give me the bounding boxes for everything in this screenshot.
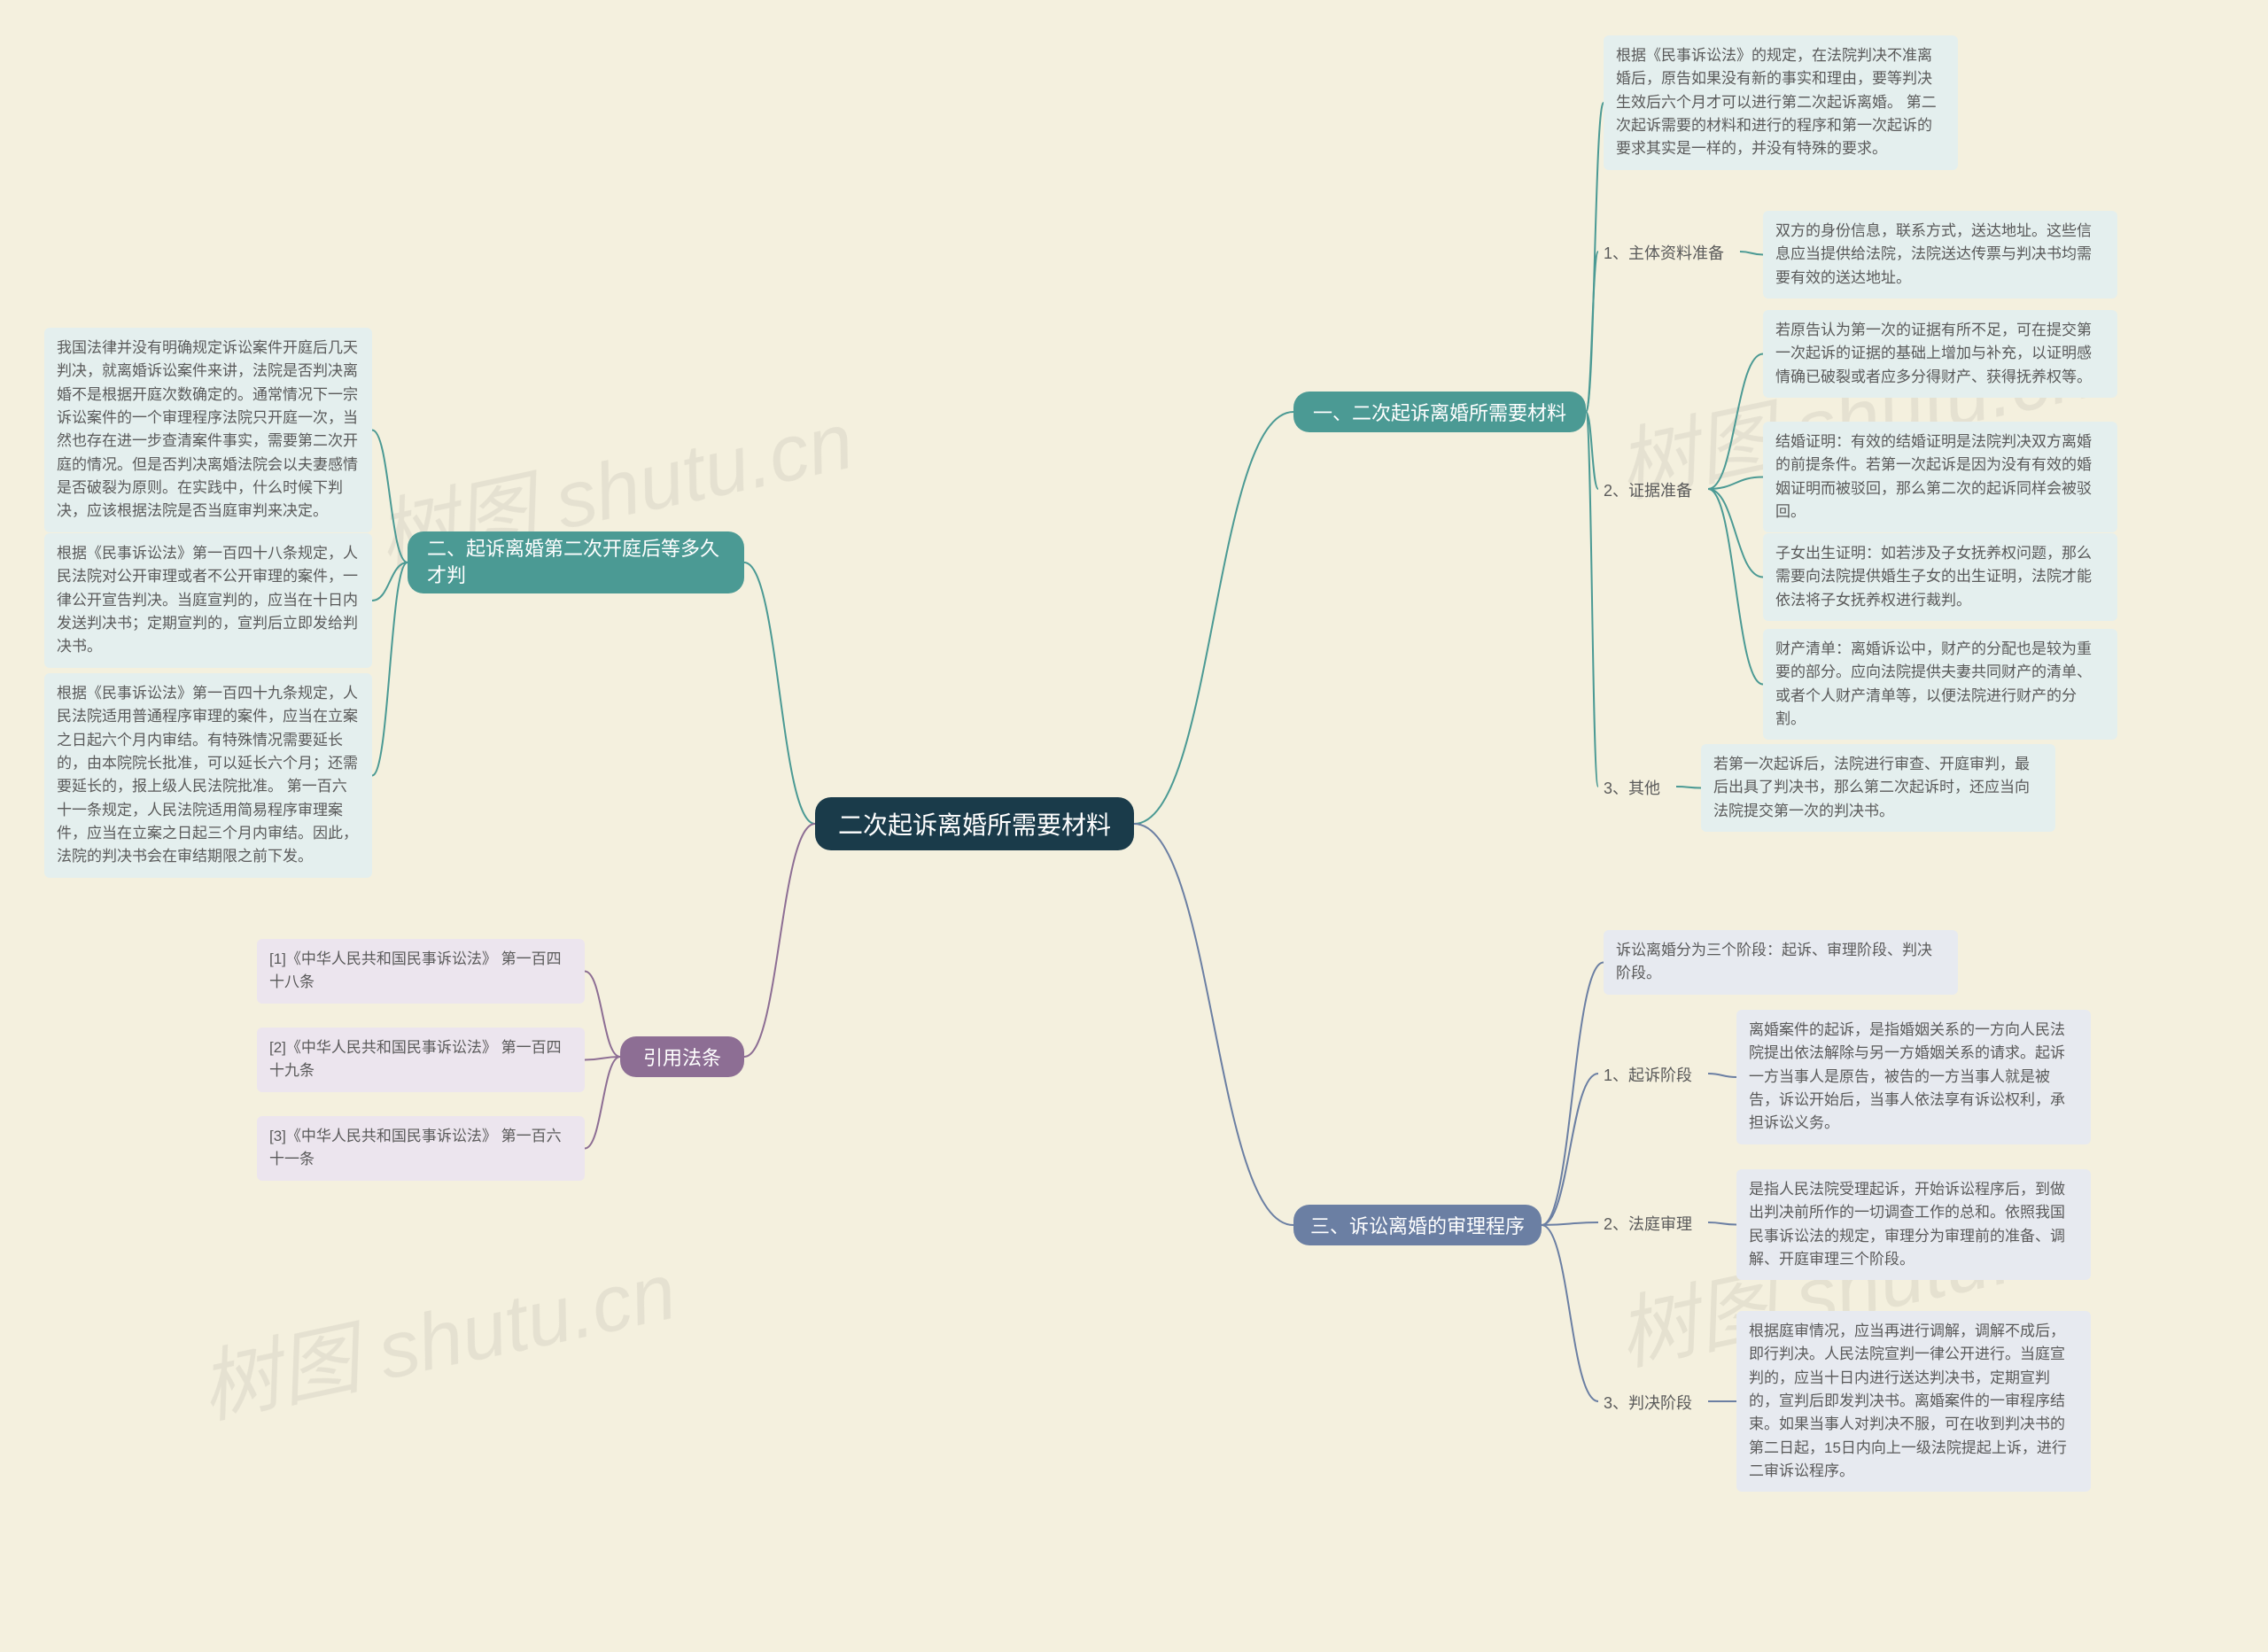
leaf-node: [1]《中华人民共和国民事诉讼法》 第一百四十八条 [257, 939, 585, 1004]
leaf-node: 结婚证明：有效的结婚证明是法院判决双方离婚的前提条件。若第一次起诉是因为没有有效… [1763, 422, 2117, 532]
sub-label: 3、判决阶段 [1604, 1391, 1692, 1414]
leaf-node: 根据《民事诉讼法》的规定，在法院判决不准离婚后，原告如果没有新的事实和理由，要等… [1604, 35, 1958, 170]
leaf-node: 双方的身份信息，联系方式，送达地址。这些信息应当提供给法院，法院送达传票与判决书… [1763, 211, 2117, 299]
leaf-node: 是指人民法院受理起诉，开始诉讼程序后，到做出判决前所作的一切调查工作的总和。依照… [1736, 1169, 2091, 1280]
leaf-node: [2]《中华人民共和国民事诉讼法》 第一百四十九条 [257, 1028, 585, 1092]
branch-node: 二、起诉离婚第二次开庭后等多久才判 [408, 531, 744, 593]
leaf-node: 财产清单：离婚诉讼中，财产的分配也是较为重要的部分。应向法院提供夫妻共同财产的清… [1763, 629, 2117, 740]
sub-label: 1、主体资料准备 [1604, 241, 1724, 264]
leaf-node: 若第一次起诉后，法院进行审查、开庭审判，最后出具了判决书，那么第二次起诉时，还应… [1701, 744, 2055, 832]
sub-label: 1、起诉阶段 [1604, 1063, 1692, 1086]
leaf-node: 根据《民事诉讼法》第一百四十八条规定，人民法院对公开审理或者不公开审理的案件，一… [44, 533, 372, 668]
branch-node: 一、二次起诉离婚所需要材料 [1293, 392, 1586, 432]
sub-label: 2、法庭审理 [1604, 1212, 1692, 1235]
leaf-node: 根据《民事诉讼法》第一百四十九条规定，人民法院适用普通程序审理的案件，应当在立案… [44, 673, 372, 878]
leaf-node: 子女出生证明：如若涉及子女抚养权问题，那么需要向法院提供婚生子女的出生证明，法院… [1763, 533, 2117, 621]
leaf-node: 根据庭审情况，应当再进行调解，调解不成后，即行判决。人民法院宣判一律公开进行。当… [1736, 1311, 2091, 1492]
leaf-node: 离婚案件的起诉，是指婚姻关系的一方向人民法院提出依法解除与另一方婚姻关系的请求。… [1736, 1010, 2091, 1144]
leaf-node: [3]《中华人民共和国民事诉讼法》 第一百六十一条 [257, 1116, 585, 1181]
leaf-node: 我国法律并没有明确规定诉讼案件开庭后几天判决，就离婚诉讼案件来讲，法院是否判决离… [44, 328, 372, 532]
leaf-node: 诉讼离婚分为三个阶段：起诉、审理阶段、判决阶段。 [1604, 930, 1958, 995]
branch-node: 三、诉讼离婚的审理程序 [1293, 1205, 1542, 1245]
central-node: 二次起诉离婚所需要材料 [815, 797, 1134, 850]
sub-label: 3、其他 [1604, 776, 1660, 799]
leaf-node: 若原告认为第一次的证据有所不足，可在提交第一次起诉的证据的基础上增加与补充，以证… [1763, 310, 2117, 398]
branch-node: 引用法条 [620, 1036, 744, 1077]
sub-label: 2、证据准备 [1604, 478, 1692, 501]
